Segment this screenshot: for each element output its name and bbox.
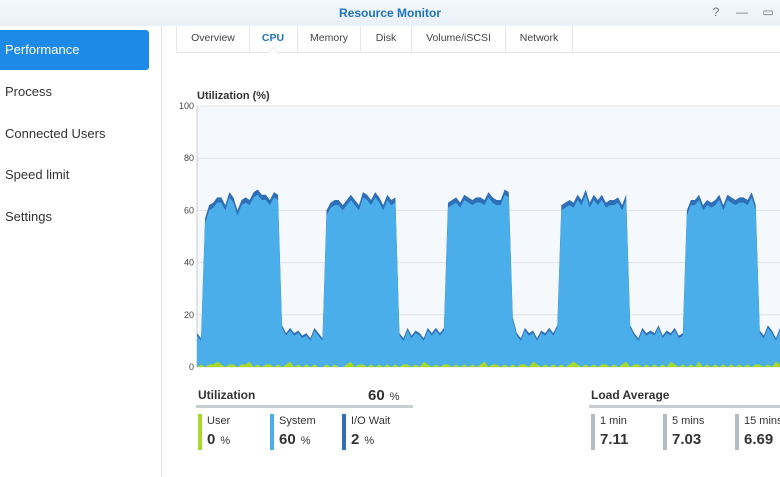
help-icon[interactable]: ? <box>712 5 720 19</box>
series-user-area <box>197 361 780 367</box>
sidebar: Performance Process Connected Users Spee… <box>0 26 162 477</box>
utilization-total: 60% <box>368 387 399 404</box>
sidebar-item-process[interactable]: Process <box>5 84 52 99</box>
load-5min-label: 5 mins <box>672 415 705 427</box>
metric-iowait-label: I/O Wait <box>351 415 391 427</box>
load-5min-bar <box>663 414 667 450</box>
system-color-bar <box>270 414 274 450</box>
sidebar-item-speed-limit[interactable]: Speed limit <box>5 167 70 182</box>
sidebar-item-performance[interactable]: Performance <box>0 30 149 70</box>
y-tick-label-40: 40 <box>184 258 194 268</box>
tab-cpu[interactable]: CPU <box>249 26 298 53</box>
app-title: Resource Monitor <box>338 6 441 20</box>
tab-memory[interactable]: Memory <box>298 26 361 52</box>
tab-bar: Overview CPU Memory Disk Volume/iSCSI Ne… <box>176 26 780 53</box>
user-color-bar <box>198 414 202 450</box>
tab-overview[interactable]: Overview <box>176 26 250 52</box>
tab-volume-iscsi[interactable]: Volume/iSCSI <box>412 26 506 52</box>
load-15min-label: 15 mins <box>744 415 780 427</box>
metric-user-value-line: 0% <box>207 431 230 448</box>
metric-system-unit: % <box>300 435 311 447</box>
load-5min-value: 7.03 <box>672 431 702 448</box>
iowait-color-bar <box>342 414 346 450</box>
y-tick-label-20: 20 <box>184 310 194 320</box>
y-tick-label-0: 0 <box>189 362 194 372</box>
utilization-title: Utilization <box>198 388 256 402</box>
metric-user-label: User <box>207 415 231 427</box>
sidebar-item-settings[interactable]: Settings <box>5 209 52 224</box>
maximize-icon[interactable]: ▭ <box>762 5 774 19</box>
metric-user-value: 0 <box>207 431 216 448</box>
metric-system-value-line: 60% <box>279 431 310 448</box>
metric-iowait-value: 2 <box>351 431 360 448</box>
load-1min-bar <box>591 414 595 450</box>
minimize-icon[interactable]: — <box>736 5 748 19</box>
load-15min-value: 6.69 <box>744 431 774 448</box>
series-system-area <box>197 194 780 367</box>
chart-title: Utilization (%) <box>197 90 270 102</box>
load-1min-label: 1 min <box>600 415 627 427</box>
load-1min-value: 7.11 <box>600 431 629 448</box>
y-tick-label-80: 80 <box>184 153 194 163</box>
tab-disk[interactable]: Disk <box>361 26 412 52</box>
sidebar-item-connected-users[interactable]: Connected Users <box>5 126 106 141</box>
utilization-total-value: 60 <box>368 387 385 404</box>
metric-system-label: System <box>279 415 316 427</box>
y-tick-label-60: 60 <box>184 205 194 215</box>
load-average-title: Load Average <box>591 388 670 402</box>
utilization-divider <box>196 405 413 408</box>
load-15min-bar <box>735 414 739 450</box>
utilization-total-unit: % <box>389 391 400 403</box>
y-tick-label-100: 100 <box>179 101 194 111</box>
metric-iowait-unit: % <box>364 435 375 447</box>
metric-system-value: 60 <box>279 431 296 448</box>
title-bar: Resource Monitor ? — ▭ <box>0 0 780 26</box>
load-average-divider <box>589 405 780 408</box>
metric-iowait-value-line: 2% <box>351 431 374 448</box>
tab-network[interactable]: Network <box>506 26 573 52</box>
metric-user-unit: % <box>220 435 231 447</box>
cpu-utilization-chart: 0 20 40 60 80 100 <box>179 101 780 372</box>
